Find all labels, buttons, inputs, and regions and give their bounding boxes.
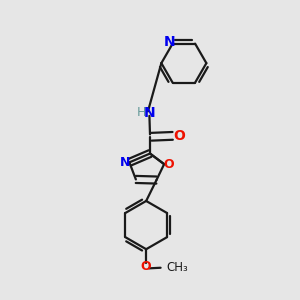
Text: O: O — [141, 260, 152, 273]
Text: N: N — [164, 35, 176, 49]
Text: H: H — [137, 106, 146, 119]
Text: N: N — [144, 106, 155, 120]
Text: O: O — [173, 129, 185, 143]
Text: O: O — [163, 158, 174, 171]
Text: CH₃: CH₃ — [166, 261, 188, 274]
Text: N: N — [120, 156, 130, 169]
